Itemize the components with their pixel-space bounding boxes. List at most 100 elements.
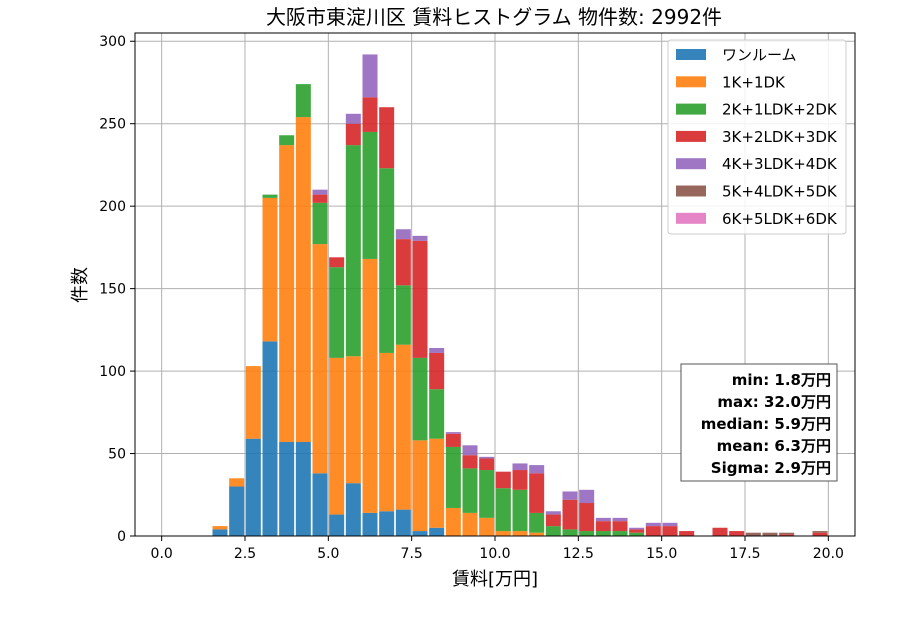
bar-segment xyxy=(329,267,345,358)
bar-segment xyxy=(212,529,228,536)
bar-segment xyxy=(729,531,745,536)
bar-segment xyxy=(562,491,578,500)
bar-segment xyxy=(329,357,345,515)
bar-segment xyxy=(279,145,295,442)
bar-segment xyxy=(212,526,228,530)
y-tick-label: 250 xyxy=(99,117,126,133)
legend-label: 4K+3LDK+4DK xyxy=(722,155,838,173)
stats-line: Sigma: 2.9万円 xyxy=(711,459,831,477)
bar-segment xyxy=(345,483,361,536)
bar-segment xyxy=(762,532,778,536)
stats-line: min: 1.8万円 xyxy=(732,371,831,389)
bar-segment xyxy=(412,235,428,241)
chart-title: 大阪市東淀川区 賃料ヒストグラム 物件数: 2992件 xyxy=(266,5,722,29)
y-ticks: 0 50 100 150 200 250 300 xyxy=(99,34,135,545)
bar-segment xyxy=(595,517,611,522)
legend-swatch xyxy=(676,49,706,60)
bar-segment xyxy=(462,512,478,536)
bar-segment xyxy=(362,258,378,513)
bar-segment xyxy=(512,470,528,490)
bar-segment xyxy=(312,194,328,203)
bar-segment xyxy=(295,117,311,442)
bar-segment xyxy=(429,389,445,439)
bar-segment xyxy=(595,531,611,536)
y-tick-label: 0 xyxy=(117,529,126,545)
bar-segment xyxy=(712,527,728,536)
bar-segment xyxy=(529,465,545,474)
bar-segment xyxy=(379,168,395,353)
bar-segment xyxy=(495,471,511,489)
x-tick-label: 7.5 xyxy=(401,546,423,562)
bar-segment xyxy=(779,532,795,535)
bar-segment xyxy=(512,463,528,471)
bar-segment xyxy=(512,489,528,532)
bar-segment xyxy=(412,531,428,536)
stats-frame xyxy=(680,363,838,482)
y-axis-label: 件数 xyxy=(70,267,91,303)
stats-line: median: 5.9万円 xyxy=(701,415,831,433)
bar-segment xyxy=(612,531,628,536)
x-tick-label: 10.0 xyxy=(479,546,510,562)
bar-segment xyxy=(345,145,361,357)
bar-segment xyxy=(312,473,328,536)
bar-segment xyxy=(362,97,378,132)
legend-swatch xyxy=(676,103,706,115)
bar-segment xyxy=(329,257,345,268)
bar-segment xyxy=(429,438,445,528)
bar-segment xyxy=(529,473,545,513)
legend-swatch xyxy=(676,185,706,197)
legend-label: 6K+5LDK+6DK xyxy=(722,210,838,228)
bar-segment xyxy=(279,441,295,536)
bar-segment xyxy=(545,526,561,536)
bar-segment xyxy=(395,229,411,240)
bar-segment xyxy=(462,468,478,513)
bar-segment xyxy=(579,531,595,536)
bar-segment xyxy=(345,356,361,484)
x-tick-label: 12.5 xyxy=(563,546,594,562)
bar-segment xyxy=(395,344,411,510)
legend-label: ワンルーム xyxy=(722,46,797,64)
bar-segment xyxy=(245,366,261,439)
bar-segment xyxy=(612,517,628,522)
y-tick-label: 100 xyxy=(99,364,126,380)
bar-segment xyxy=(379,352,395,512)
bar-segment xyxy=(612,521,628,532)
bar-segment xyxy=(779,534,795,536)
bar-segment xyxy=(745,532,761,536)
bar-segment xyxy=(445,433,461,447)
bar-segment xyxy=(629,529,645,533)
legend-swatch xyxy=(676,76,706,88)
x-tick-label: 5.0 xyxy=(317,546,339,562)
x-tick-label: 2.5 xyxy=(234,546,256,562)
bar-segment xyxy=(579,503,595,532)
bar-segment xyxy=(429,347,445,353)
legend-label: 3K+2LDK+3DK xyxy=(722,128,838,146)
x-tick-label: 15.0 xyxy=(646,546,677,562)
bar-segment xyxy=(812,531,828,533)
bar-segment xyxy=(479,517,495,536)
bars xyxy=(212,54,828,536)
bar-segment xyxy=(445,446,461,508)
bar-segment xyxy=(312,202,328,245)
bar-segment xyxy=(412,440,428,532)
stats-box: min: 1.8万円 max: 32.0万円 median: 5.9万円 mean: … xyxy=(680,363,838,482)
y-tick-label: 300 xyxy=(99,34,126,50)
x-tick-label: 17.5 xyxy=(729,546,760,562)
legend: ワンルーム 1K+1DK 2K+1LDK+2DK 3K+2LDK+3DK 4K+3LDK… xyxy=(667,39,847,235)
bar-segment xyxy=(362,512,378,536)
bar-segment xyxy=(412,240,428,358)
stats-line: max: 32.0万円 xyxy=(717,393,831,411)
bar-segment xyxy=(545,514,561,527)
bar-segment xyxy=(812,532,828,536)
bar-segment xyxy=(262,341,278,536)
legend-label: 1K+1DK xyxy=(722,73,786,91)
bar-segment xyxy=(495,531,511,536)
bar-segment xyxy=(395,239,411,286)
bar-segment xyxy=(562,499,578,530)
bar-segment xyxy=(279,135,295,146)
bar-segment xyxy=(229,478,245,487)
legend-swatch xyxy=(676,130,706,142)
bar-segment xyxy=(512,531,528,536)
y-tick-label: 150 xyxy=(99,282,126,298)
bar-segment xyxy=(479,456,495,459)
